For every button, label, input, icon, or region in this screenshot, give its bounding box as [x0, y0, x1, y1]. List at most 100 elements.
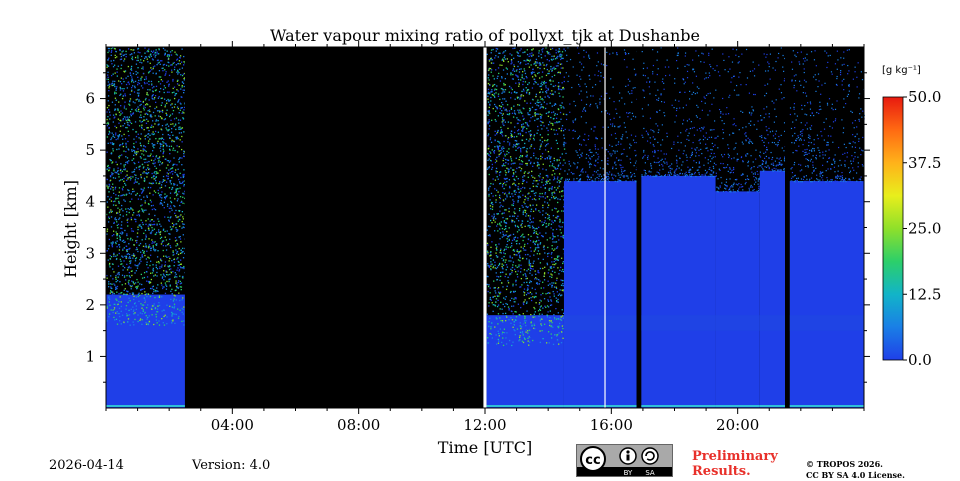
noise-pixel: [503, 124, 505, 127]
noise-pixel: [508, 307, 510, 310]
noise-pixel: [514, 98, 516, 100]
noise-pixel: [122, 50, 124, 52]
noise-pixel: [627, 116, 629, 118]
noise-pixel: [135, 240, 137, 242]
noise-pixel: [560, 266, 562, 269]
noise-pixel: [144, 146, 147, 148]
noise-pixel: [106, 178, 109, 181]
noise-pixel: [521, 76, 523, 78]
noise-pixel: [511, 269, 513, 272]
noise-pixel: [684, 52, 687, 54]
noise-pixel: [177, 253, 180, 256]
noise-pixel: [116, 280, 119, 282]
noise-pixel: [505, 228, 507, 230]
noise-pixel: [531, 325, 533, 327]
noise-pixel: [172, 250, 174, 252]
noise-pixel: [111, 162, 113, 164]
noise-pixel: [572, 120, 574, 122]
noise-pixel: [599, 173, 601, 175]
noise-pixel: [141, 153, 143, 155]
noise-pixel: [588, 135, 590, 137]
noise-pixel: [685, 104, 687, 106]
noise-pixel: [110, 51, 113, 53]
noise-pixel: [700, 61, 702, 63]
noise-pixel: [487, 122, 489, 124]
noise-pixel: [163, 274, 165, 276]
noise-pixel: [161, 296, 163, 298]
noise-pixel: [495, 218, 497, 220]
noise-pixel: [111, 174, 113, 176]
noise-pixel: [527, 287, 529, 289]
noise-pixel: [169, 226, 172, 228]
noise-pixel: [150, 80, 153, 83]
noise-pixel: [148, 244, 151, 246]
noise-pixel: [539, 91, 542, 93]
noise-pixel: [550, 300, 553, 302]
noise-pixel: [115, 286, 117, 288]
noise-pixel: [160, 274, 162, 276]
noise-pixel: [542, 168, 544, 170]
noise-pixel: [509, 234, 511, 237]
noise-pixel: [179, 283, 182, 285]
noise-pixel: [538, 55, 540, 57]
noise-pixel: [151, 172, 153, 175]
noise-pixel: [139, 225, 141, 227]
noise-pixel: [626, 66, 628, 68]
noise-pixel: [490, 141, 493, 143]
noise-pixel: [110, 306, 112, 309]
noise-pixel: [619, 116, 621, 118]
noise-pixel: [181, 112, 183, 115]
noise-pixel: [533, 154, 535, 157]
noise-pixel: [159, 194, 161, 196]
noise-pixel: [508, 179, 511, 181]
noise-pixel: [115, 194, 117, 196]
noise-pixel: [558, 182, 561, 184]
noise-pixel: [507, 168, 509, 170]
noise-pixel: [611, 173, 613, 175]
noise-pixel: [132, 101, 134, 103]
noise-pixel: [676, 107, 678, 110]
noise-pixel: [591, 155, 593, 158]
noise-pixel: [110, 188, 112, 190]
noise-pixel: [493, 219, 495, 221]
noise-pixel: [533, 313, 535, 315]
noise-pixel: [561, 195, 563, 197]
noise-pixel: [588, 54, 590, 56]
noise-pixel: [514, 236, 517, 238]
noise-pixel: [168, 55, 170, 57]
noise-pixel: [602, 180, 604, 182]
noise-pixel: [496, 343, 498, 345]
noise-pixel: [541, 76, 543, 78]
noise-pixel: [560, 56, 562, 58]
noise-pixel: [558, 173, 561, 175]
noise-pixel: [527, 268, 530, 270]
noise-pixel: [585, 86, 588, 88]
noise-pixel: [122, 54, 124, 57]
noise-pixel: [557, 121, 560, 123]
noise-pixel: [173, 183, 175, 185]
noise-pixel: [120, 105, 122, 107]
noise-pixel: [528, 92, 531, 95]
noise-pixel: [629, 112, 631, 114]
noise-pixel: [506, 68, 509, 70]
noise-pixel: [148, 281, 150, 284]
noise-pixel: [497, 75, 499, 77]
noise-pixel: [601, 159, 603, 162]
noise-pixel: [543, 298, 546, 300]
noise-pixel: [487, 285, 490, 288]
noise-pixel: [164, 106, 166, 108]
noise-pixel: [135, 108, 138, 110]
noise-pixel: [141, 221, 144, 224]
noise-pixel: [124, 95, 127, 97]
noise-pixel: [491, 89, 493, 91]
noise-pixel: [495, 69, 497, 71]
noise-pixel: [523, 291, 525, 293]
noise-pixel: [121, 227, 123, 230]
noise-pixel: [560, 67, 562, 69]
noise-pixel: [488, 173, 490, 176]
noise-pixel: [526, 181, 528, 183]
noise-pixel: [547, 284, 550, 286]
noise-pixel: [494, 110, 497, 112]
noise-pixel: [546, 324, 548, 326]
noise-pixel: [554, 241, 556, 243]
